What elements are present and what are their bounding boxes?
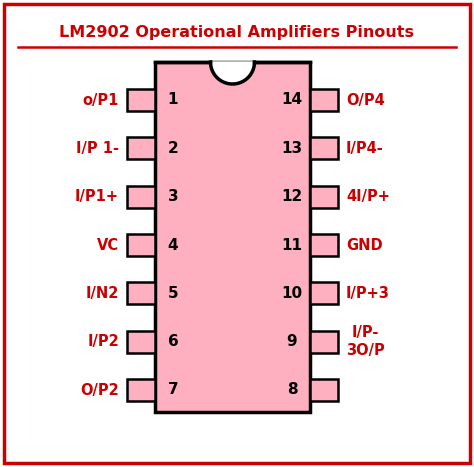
Text: I/P1+: I/P1+ — [75, 189, 119, 204]
Bar — [127, 331, 155, 353]
Text: o/P1: o/P1 — [82, 92, 119, 107]
Text: 14: 14 — [282, 92, 302, 107]
Bar — [310, 89, 338, 111]
Bar — [310, 331, 338, 353]
Text: O/P4: O/P4 — [346, 92, 385, 107]
Bar — [310, 186, 338, 208]
Text: 3: 3 — [168, 189, 178, 204]
Text: 10: 10 — [282, 286, 302, 301]
Text: 8: 8 — [287, 382, 297, 397]
Text: 4I/P+: 4I/P+ — [346, 189, 390, 204]
Text: 5: 5 — [168, 286, 178, 301]
Bar — [127, 186, 155, 208]
Text: 4: 4 — [168, 238, 178, 253]
Text: 1: 1 — [168, 92, 178, 107]
Text: 11: 11 — [282, 238, 302, 253]
Bar — [310, 234, 338, 256]
Text: 6: 6 — [168, 334, 178, 349]
Text: LM2902 Operational Amplifiers Pinouts: LM2902 Operational Amplifiers Pinouts — [60, 24, 414, 40]
Text: I/P 1-: I/P 1- — [76, 141, 119, 156]
Text: I/N2: I/N2 — [86, 286, 119, 301]
Bar — [310, 379, 338, 401]
Text: 9: 9 — [287, 334, 297, 349]
Bar — [155, 62, 310, 412]
Text: 13: 13 — [282, 141, 302, 156]
Text: O/P2: O/P2 — [80, 382, 119, 397]
Text: 7: 7 — [168, 382, 178, 397]
Bar — [127, 89, 155, 111]
Bar — [310, 283, 338, 304]
Text: GND: GND — [346, 238, 383, 253]
Polygon shape — [210, 62, 255, 84]
Text: I/P-
3O/P: I/P- 3O/P — [346, 325, 385, 358]
Bar — [127, 137, 155, 159]
Text: 2: 2 — [168, 141, 178, 156]
Text: I/P2: I/P2 — [87, 334, 119, 349]
Text: VC: VC — [97, 238, 119, 253]
Bar — [310, 137, 338, 159]
Bar — [127, 283, 155, 304]
Text: I/P4-: I/P4- — [346, 141, 384, 156]
Bar — [127, 379, 155, 401]
Text: 12: 12 — [282, 189, 302, 204]
Bar — [127, 234, 155, 256]
Text: I/P+3: I/P+3 — [346, 286, 390, 301]
